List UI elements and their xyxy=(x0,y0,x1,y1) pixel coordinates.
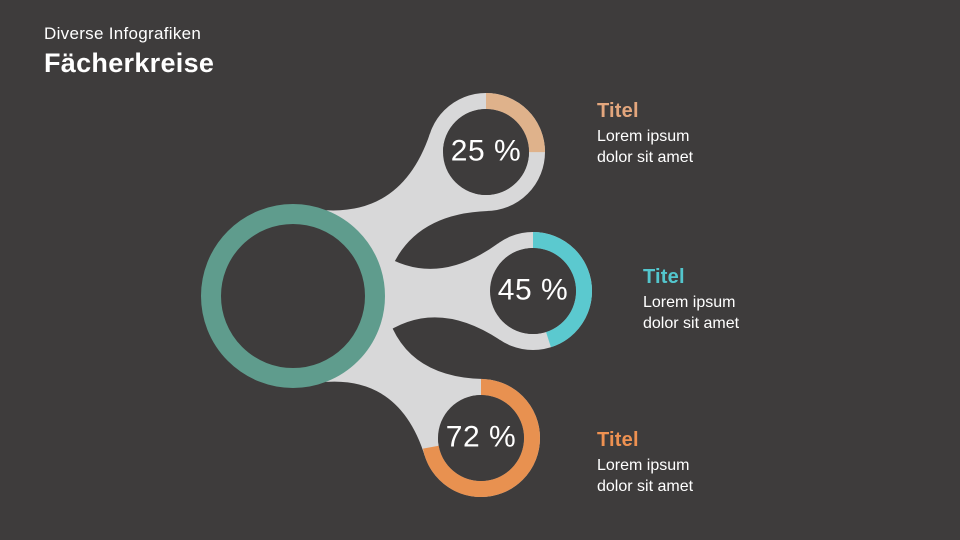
item-title-1: Titel xyxy=(597,100,639,122)
item-label-3: Titel Lorem ipsum dolor sit amet xyxy=(597,429,715,497)
item-title-2: Titel xyxy=(643,266,685,288)
connector-arm-2 xyxy=(369,243,501,344)
gauge-value-2: 45 % xyxy=(497,273,569,307)
gauge-center-3 xyxy=(438,395,524,481)
item-description-3: Lorem ipsum dolor sit amet xyxy=(597,457,694,495)
item-description-2: Lorem ipsum dolor sit amet xyxy=(643,294,740,332)
gauge-arc-1 xyxy=(427,93,545,211)
gauge-arc-3 xyxy=(422,379,540,497)
gauge-center-1 xyxy=(443,109,529,195)
item-label-1: Titel Lorem ipsum dolor sit amet xyxy=(597,100,715,168)
gauge-value-1: 25 % xyxy=(450,134,522,168)
gauge-arc-2 xyxy=(474,232,592,350)
item-description-1: Lorem ipsum dolor sit amet xyxy=(597,128,694,166)
slide-title: Fächerkreise xyxy=(44,48,215,78)
item-title-3: Titel xyxy=(597,429,639,451)
gauge-value-3: 72 % xyxy=(445,420,517,454)
slide-subtitle: Diverse Infografiken xyxy=(44,24,202,43)
slide-header: Diverse Infografiken Fächerkreise xyxy=(44,24,214,79)
gauge-center-2 xyxy=(490,248,576,334)
item-label-2: Titel Lorem ipsum dolor sit amet xyxy=(643,266,761,334)
hub-ring xyxy=(201,204,385,388)
